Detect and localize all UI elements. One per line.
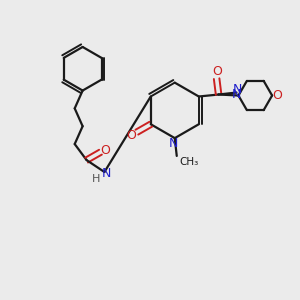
Text: N: N: [232, 88, 241, 101]
Text: H: H: [92, 174, 101, 184]
Text: N: N: [169, 136, 178, 150]
Text: N: N: [233, 83, 242, 96]
Text: O: O: [272, 89, 282, 102]
Text: O: O: [213, 65, 223, 78]
Text: CH₃: CH₃: [180, 157, 199, 167]
Text: O: O: [100, 144, 110, 157]
Text: N: N: [102, 167, 111, 181]
Text: O: O: [126, 129, 136, 142]
